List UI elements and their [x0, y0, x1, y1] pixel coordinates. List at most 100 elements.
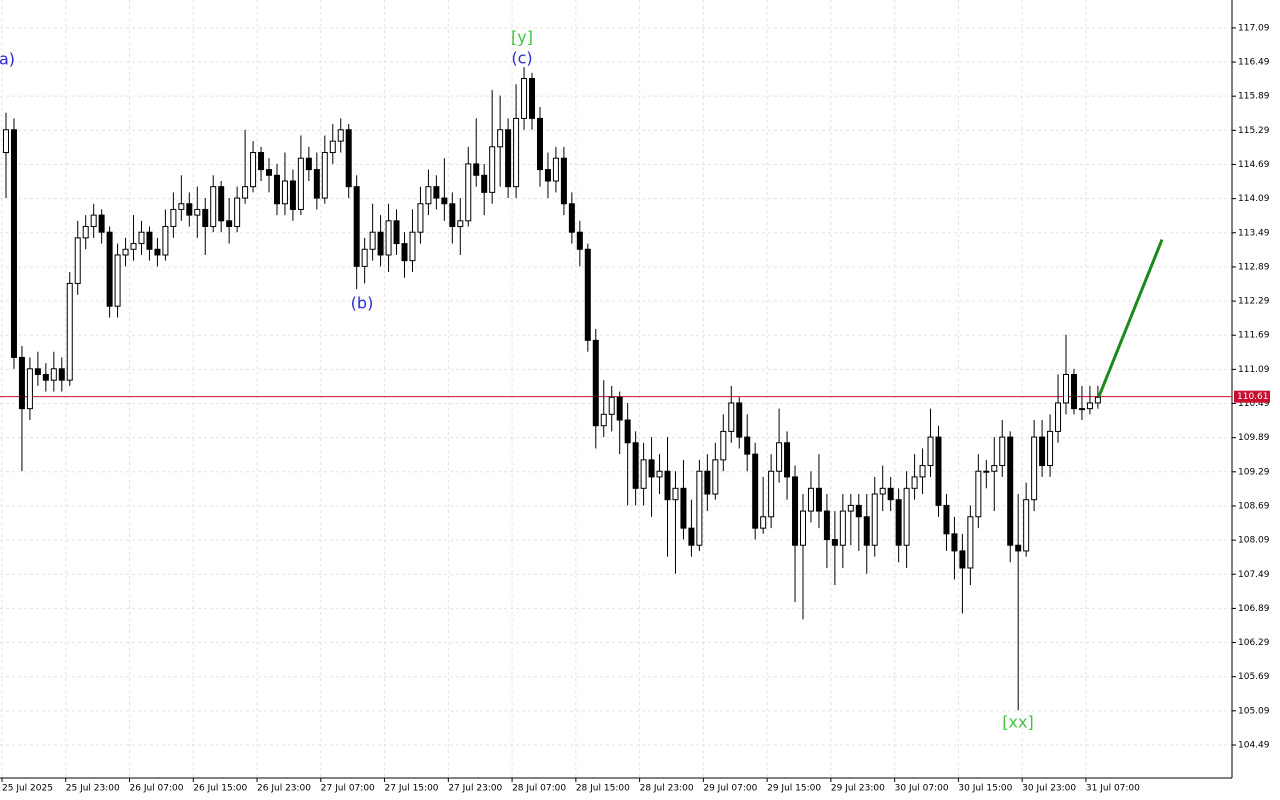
x-tick-label: 28 Jul 15:00	[576, 784, 630, 794]
forecast-line	[1097, 239, 1164, 398]
x-tick-label: 25 Jul 23:00	[66, 784, 120, 794]
candle-body	[568, 203, 575, 233]
candle-body	[632, 442, 639, 489]
candle-body	[170, 208, 177, 228]
candle-body	[106, 231, 113, 307]
candle-body	[536, 117, 543, 171]
candle-body	[202, 208, 209, 228]
y-tick-label: 106.89	[1238, 604, 1270, 614]
candle-body	[815, 487, 822, 512]
y-tick-label: 115.29	[1238, 126, 1270, 136]
candle-body	[600, 413, 607, 427]
candle-body	[823, 510, 830, 541]
candle-body	[1078, 408, 1085, 411]
candle-body	[250, 152, 257, 188]
y-tick-label: 109.29	[1238, 467, 1270, 477]
candle-body	[369, 231, 376, 250]
candle-body	[704, 470, 711, 495]
candle-body	[162, 226, 169, 256]
x-tick-label: 29 Jul 07:00	[703, 784, 757, 794]
candle-body	[258, 152, 265, 171]
candle-body	[1063, 373, 1070, 404]
candle-body	[1047, 430, 1054, 467]
candle-body	[481, 174, 488, 193]
y-tick-label: 115.89	[1238, 92, 1270, 102]
x-tick-label: 25 Jul 2025	[2, 784, 53, 794]
x-tick-label: 29 Jul 23:00	[831, 784, 885, 794]
candle-body	[465, 163, 472, 222]
x-tick-label: 30 Jul 23:00	[1022, 784, 1076, 794]
candle-body	[18, 356, 25, 410]
candle-body	[991, 465, 998, 472]
y-tick-label: 109.89	[1238, 433, 1270, 443]
candle-body	[903, 487, 910, 546]
candle-body	[807, 487, 814, 512]
candle-body	[289, 180, 296, 210]
candle-body	[242, 186, 249, 199]
x-tick-label: 26 Jul 07:00	[130, 784, 184, 794]
candle-body	[656, 470, 663, 478]
x-tick-label: 29 Jul 15:00	[767, 784, 821, 794]
candle-body	[425, 186, 432, 205]
candle-body	[919, 465, 926, 478]
candle-body	[800, 510, 806, 546]
candle-body	[186, 203, 193, 216]
candle-body	[688, 527, 695, 546]
candle-body	[329, 140, 336, 154]
candle-body	[1070, 373, 1077, 410]
y-tick-label: 106.29	[1238, 638, 1270, 648]
candle-body	[226, 220, 233, 228]
y-tick-label: 111.69	[1238, 331, 1270, 341]
candle-body	[839, 510, 846, 546]
candle-body	[353, 186, 360, 267]
candle-body	[50, 368, 57, 381]
candle-body	[720, 430, 727, 461]
candle-body	[305, 157, 312, 171]
y-tick-label: 114.09	[1238, 194, 1270, 204]
candle-body	[194, 208, 201, 216]
y-tick-label: 114.69	[1238, 160, 1270, 170]
y-tick-label: 112.29	[1238, 297, 1270, 307]
candle-body	[728, 402, 735, 432]
candle-body	[752, 453, 759, 529]
candle-body	[640, 459, 647, 489]
candle-body	[505, 129, 512, 188]
candle-body	[433, 186, 440, 199]
candle-body	[473, 163, 480, 176]
y-tick-label: 105.69	[1238, 672, 1270, 682]
candle-body	[959, 550, 966, 569]
y-tick-label: 107.49	[1238, 570, 1270, 580]
candle-body	[441, 197, 448, 205]
current-price-box	[1234, 390, 1270, 403]
candle-body	[760, 516, 767, 529]
candle-body	[377, 231, 384, 256]
candle-body	[401, 243, 408, 262]
x-tick-label: 27 Jul 23:00	[448, 784, 502, 794]
wave-label: (c)	[511, 49, 532, 68]
candle-body	[82, 226, 89, 239]
candle-body	[887, 487, 894, 501]
y-tick-label: 117.09	[1238, 23, 1270, 33]
candle-body	[409, 231, 416, 262]
candle-body	[736, 402, 743, 438]
x-tick-label: 31 Jul 07:00	[1086, 784, 1140, 794]
candle-body	[297, 157, 304, 210]
candle-body	[361, 248, 368, 267]
candle-body	[608, 396, 615, 415]
candle-body	[744, 436, 751, 455]
candle-body	[529, 78, 536, 119]
x-tick-label: 27 Jul 07:00	[321, 784, 375, 794]
candle-body	[560, 157, 567, 205]
candle-body	[584, 248, 591, 341]
candle-body	[138, 231, 145, 245]
candle-body	[489, 146, 496, 193]
candle-body	[521, 78, 528, 119]
y-tick-label: 110.49	[1238, 399, 1270, 409]
wave-label: [xx]	[1002, 713, 1033, 732]
y-tick-label: 108.69	[1238, 501, 1270, 511]
candle-body	[592, 339, 599, 427]
candle-body	[552, 157, 559, 182]
candle-body	[266, 169, 273, 176]
candle-body	[273, 174, 280, 205]
